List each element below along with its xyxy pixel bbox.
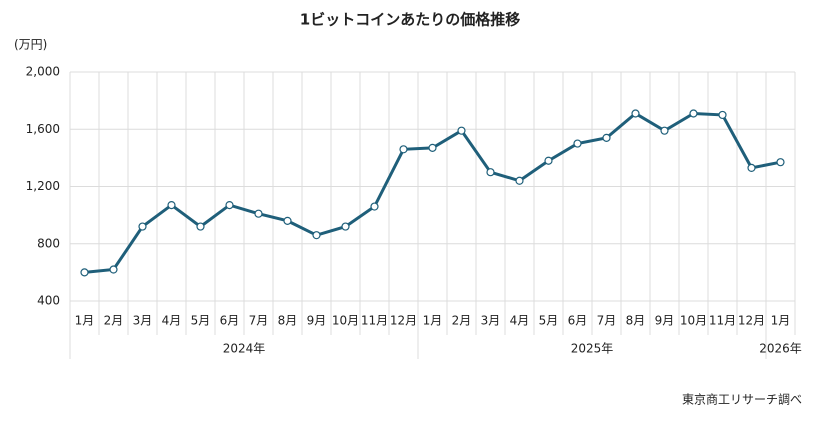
y-tick-label: 1,200 bbox=[26, 179, 60, 193]
point bbox=[80, 268, 89, 277]
x-tick-label: 8月 bbox=[278, 314, 298, 328]
point bbox=[370, 202, 379, 211]
point bbox=[109, 265, 118, 274]
x-tick-label: 4月 bbox=[162, 314, 182, 328]
x-tick-label: 5月 bbox=[191, 314, 211, 328]
point bbox=[747, 163, 756, 172]
point bbox=[515, 176, 524, 185]
x-tick-label: 12月 bbox=[390, 314, 417, 328]
point bbox=[312, 231, 321, 240]
point bbox=[544, 156, 553, 165]
x-tick-label: 10月 bbox=[680, 314, 707, 328]
point bbox=[631, 109, 640, 118]
point bbox=[428, 143, 437, 152]
point bbox=[225, 201, 234, 210]
year-label: 2026年 bbox=[759, 342, 802, 356]
source: 東京商工リサーチ調べ bbox=[682, 392, 802, 407]
point bbox=[341, 222, 350, 231]
year-label: 2024年 bbox=[223, 342, 266, 356]
point bbox=[689, 109, 698, 118]
x-tick-label: 11月 bbox=[361, 314, 388, 328]
x-tick-label: 1月 bbox=[423, 314, 443, 328]
x-tick-label: 8月 bbox=[626, 314, 646, 328]
x-tick-label: 7月 bbox=[597, 314, 617, 328]
point bbox=[283, 216, 292, 225]
x-tick-label: 9月 bbox=[655, 314, 675, 328]
point bbox=[196, 222, 205, 231]
point bbox=[486, 168, 495, 177]
point bbox=[718, 110, 727, 120]
x-tick-label: 2月 bbox=[452, 314, 472, 328]
x-tick-label: 10月 bbox=[332, 314, 359, 328]
point bbox=[138, 222, 147, 231]
y-tick-label: 1,600 bbox=[26, 122, 60, 136]
x-tick-label: 4月 bbox=[510, 314, 530, 328]
chart-title: 1ビットコインあたりの価格推移 bbox=[300, 11, 520, 29]
x-tick-label: 2月 bbox=[104, 314, 124, 328]
x-tick-label: 1月 bbox=[75, 314, 95, 328]
point bbox=[457, 126, 466, 135]
x-tick-label: 11月 bbox=[709, 314, 736, 328]
point bbox=[167, 201, 176, 210]
y-unit: (万円) bbox=[14, 38, 47, 52]
point bbox=[776, 158, 785, 167]
point bbox=[573, 139, 582, 148]
x-tick-label: 3月 bbox=[133, 314, 153, 328]
line bbox=[84, 111, 781, 274]
x-tick-label: 6月 bbox=[220, 314, 240, 328]
y-tick-label: 800 bbox=[37, 236, 60, 250]
x-tick-label: 12月 bbox=[738, 314, 765, 328]
year-label: 2025年 bbox=[571, 342, 614, 356]
point bbox=[602, 133, 611, 142]
x-tick-label: 9月 bbox=[307, 314, 327, 328]
x-tick-label: 7月 bbox=[249, 314, 269, 328]
x-tick-label: 5月 bbox=[539, 314, 559, 328]
point bbox=[660, 126, 669, 135]
x-tick-label: 1月 bbox=[771, 314, 791, 328]
y-tick-label: 400 bbox=[37, 294, 60, 308]
y-tick-label: 2,000 bbox=[26, 65, 60, 79]
x-tick-label: 6月 bbox=[568, 314, 588, 328]
x-tick-label: 3月 bbox=[481, 314, 501, 328]
point bbox=[254, 209, 263, 218]
point bbox=[399, 145, 408, 154]
